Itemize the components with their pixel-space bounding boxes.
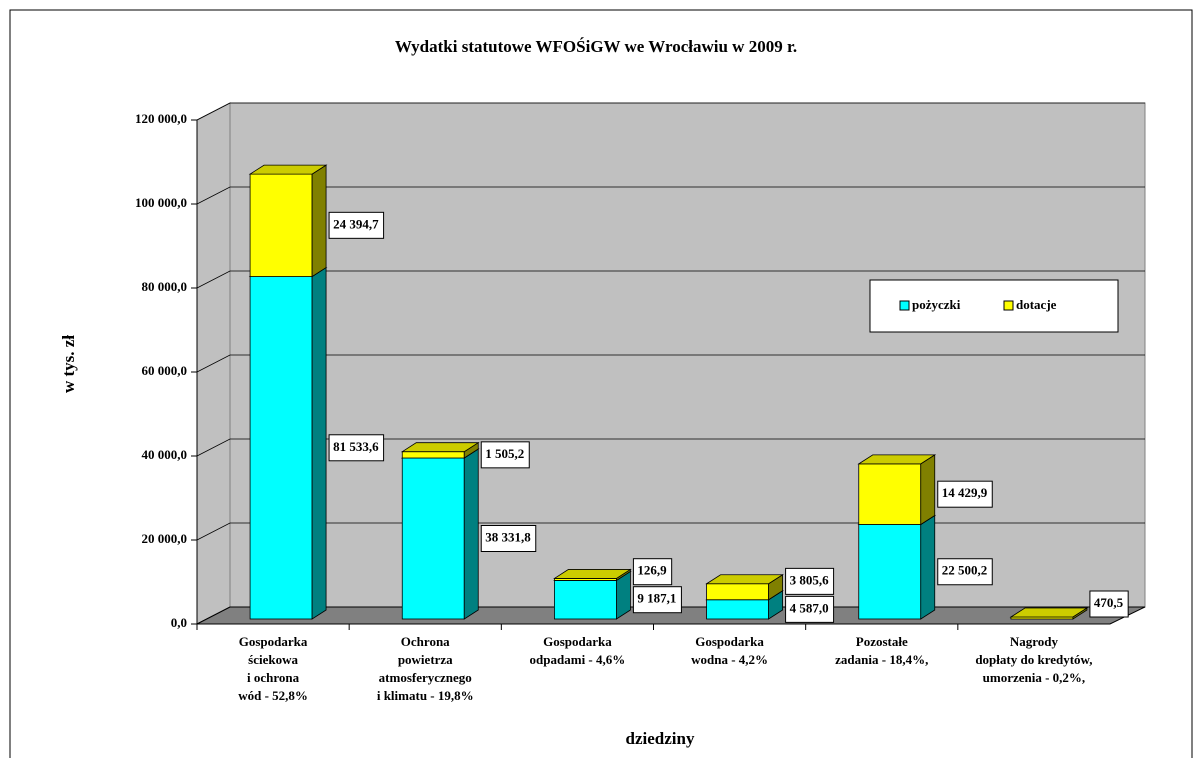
value-label-box: [785, 567, 835, 595]
x-tick-label: Nagrody: [1010, 634, 1059, 649]
grid-line: [196, 270, 1145, 289]
bar: [858, 463, 922, 525]
value-label: 81 533,6: [333, 439, 379, 454]
grid-line: [196, 354, 1145, 373]
value-label: 470,5: [1094, 595, 1124, 610]
value-label-box: [328, 434, 385, 462]
value-label: 9 187,1: [637, 591, 676, 606]
grid-line: [196, 522, 1145, 541]
value-label-box: [480, 441, 530, 469]
legend-swatch: [1003, 300, 1014, 311]
x-tick-label: wód - 52,8%: [238, 688, 308, 703]
x-tick-label: i klimatu - 19,8%: [377, 688, 474, 703]
bar-side: [311, 164, 327, 278]
value-label-box: [632, 558, 673, 586]
legend-label: dotacje: [1016, 297, 1057, 312]
y-tick-label: 100 000,0: [135, 195, 187, 210]
value-label: 24 394,7: [333, 216, 379, 231]
bar: [249, 173, 313, 277]
grid-line: [196, 102, 1145, 121]
grid-line: [196, 186, 1145, 205]
value-label-box: [1089, 590, 1129, 618]
legend-label: pożyczki: [912, 297, 961, 312]
value-label: 14 429,9: [942, 485, 988, 500]
value-label-box: [785, 595, 835, 623]
x-tick-label: ściekowa: [248, 652, 298, 667]
value-label: 22 500,2: [942, 563, 988, 578]
value-label: 38 331,8: [485, 529, 531, 544]
x-tick-label: Gospodarka: [239, 634, 308, 649]
bar: [706, 599, 769, 620]
bar: [706, 583, 769, 601]
value-label: 4 587,0: [790, 600, 829, 615]
x-tick-label: zadania - 18,4%,: [835, 652, 928, 667]
bar-top: [553, 569, 632, 579]
x-tick-label: Pozostałe: [856, 634, 908, 649]
bar: [249, 276, 313, 620]
x-tick-label: atmosferycznego: [379, 670, 472, 685]
x-tick-label: i ochrona: [247, 670, 300, 685]
y-axis-title: w tys. zł: [59, 335, 78, 393]
y-tick-label: 20 000,0: [142, 531, 188, 546]
bar-top: [400, 442, 480, 453]
bar-side: [920, 514, 936, 620]
bar-top: [857, 454, 937, 465]
bar: [554, 580, 617, 620]
y-tick-label: 60 000,0: [142, 363, 188, 378]
value-label: 1 505,2: [485, 446, 524, 461]
bar-side: [920, 454, 936, 526]
x-tick-label: powietrza: [398, 652, 453, 667]
y-tick-label: 0,0: [171, 615, 187, 630]
bar-top: [248, 164, 328, 175]
x-tick-label: Ochrona: [401, 634, 450, 649]
legend-swatch: [899, 300, 910, 311]
bar-top: [705, 574, 784, 585]
y-tick-label: 40 000,0: [142, 447, 188, 462]
bar-side: [463, 448, 479, 620]
value-label-box: [328, 211, 385, 239]
x-tick-label: odpadami - 4,6%: [530, 652, 626, 667]
bar: [401, 457, 465, 620]
x-tick-label: Gospodarka: [543, 634, 612, 649]
bar: [401, 451, 465, 459]
value-label-box: [937, 480, 993, 508]
x-tick-label: dopłaty do kredytów,: [975, 652, 1092, 667]
chart-title: Wydatki statutowe WFOŚiGW we Wrocławiu w…: [395, 37, 797, 56]
bar-top: [1009, 607, 1089, 618]
value-label-box: [480, 525, 537, 553]
value-label-box: [937, 558, 993, 586]
value-label: 126,9: [637, 563, 667, 578]
legend: [869, 279, 1119, 333]
x-tick-label: Gospodarka: [695, 634, 764, 649]
x-tick-label: wodna - 4,2%: [691, 652, 768, 667]
y-tick-label: 80 000,0: [142, 279, 188, 294]
grid-line: [196, 438, 1145, 457]
x-tick-label: umorzenia - 0,2%,: [983, 670, 1086, 685]
value-label-box: [632, 586, 682, 614]
y-tick-label: 120 000,0: [135, 111, 187, 126]
bar-side: [311, 266, 327, 620]
bar: [858, 524, 922, 620]
x-axis-title: dziedziny: [626, 729, 695, 748]
value-label: 3 805,6: [790, 572, 830, 587]
